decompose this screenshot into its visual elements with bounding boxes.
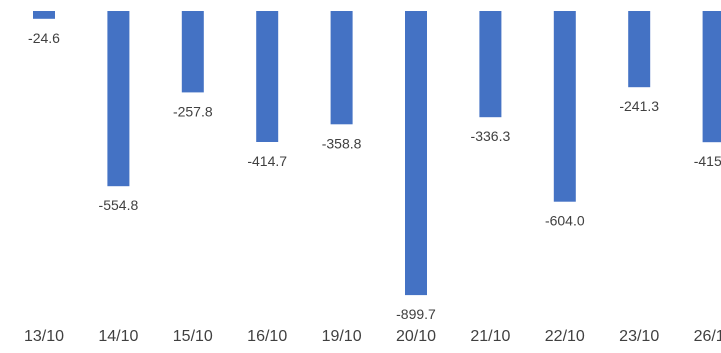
x-tick-21-10: 21/10 bbox=[470, 328, 510, 345]
x-tick-23-10: 23/10 bbox=[619, 328, 659, 345]
data-label-15-10: -257.8 bbox=[173, 103, 213, 119]
data-label-16-10: -414.7 bbox=[247, 153, 287, 169]
bar-19-10 bbox=[330, 11, 353, 125]
data-label-14-10: -554.8 bbox=[99, 197, 139, 213]
x-tick-26-10: 26/10 bbox=[694, 328, 721, 345]
data-label-19-10: -358.8 bbox=[322, 135, 362, 151]
bars-group bbox=[33, 11, 721, 296]
bar-15-10 bbox=[181, 11, 204, 93]
x-tick-15-10: 15/10 bbox=[173, 328, 213, 345]
x-tick-13-10: 13/10 bbox=[24, 328, 64, 345]
bar-23-10 bbox=[628, 11, 651, 88]
data-label-23-10: -241.3 bbox=[619, 98, 659, 114]
bar-20-10 bbox=[405, 11, 427, 296]
data-label-13-10: -24.6 bbox=[28, 30, 60, 46]
data-label-21-10: -336.3 bbox=[471, 128, 511, 144]
bar-21-10 bbox=[479, 11, 502, 118]
bar-22-10 bbox=[553, 11, 576, 202]
x-tick-16-10: 16/10 bbox=[247, 328, 287, 345]
x-tick-19-10: 19/10 bbox=[322, 328, 362, 345]
data-labels-group: -24.6 -554.8 -257.8 -414.7 -358.8 -899.7 -336.… bbox=[28, 30, 721, 322]
bar-16-10 bbox=[256, 11, 279, 142]
bar-13-10 bbox=[33, 11, 55, 19]
x-axis-ticks: 13/10 14/10 15/10 16/10 19/10 20/10 21/10 22/10… bbox=[24, 328, 721, 345]
x-tick-22-10: 22/10 bbox=[545, 328, 585, 345]
x-tick-14-10: 14/10 bbox=[98, 328, 138, 345]
data-label-26-10: -415.4 bbox=[694, 153, 721, 169]
bar-14-10 bbox=[107, 11, 130, 187]
x-tick-20-10: 20/10 bbox=[396, 328, 436, 345]
data-label-22-10: -604.0 bbox=[545, 213, 585, 229]
bar-26-10 bbox=[702, 11, 721, 143]
data-label-20-10: -899.7 bbox=[396, 306, 436, 322]
